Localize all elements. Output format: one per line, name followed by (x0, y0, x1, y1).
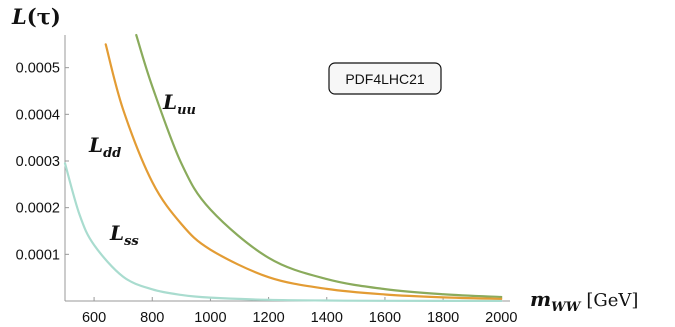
series-line-ldd (104, 43, 503, 300)
x-tick-label: 1800 (427, 310, 459, 326)
y-tick-label: 0.0004 (16, 107, 60, 123)
y-ticks: 0.0001 0.0002 0.0003 0.0004 0.0005 (16, 61, 69, 263)
y-tick-label: 0.0001 (16, 247, 60, 263)
x-axis-title: mWW [GeV] (530, 287, 638, 315)
series-group (63, 33, 503, 303)
x-tick-label: 1400 (311, 310, 343, 326)
x-tick-label: 1600 (369, 310, 401, 326)
series-label-luu: Luu (162, 90, 196, 118)
y-axis-title-main: L (11, 4, 27, 29)
series-label-luu-main: L (162, 90, 177, 114)
y-axis-title: L(τ) (11, 4, 61, 29)
series-label-lss-sub: ss (124, 234, 139, 249)
series-label-lss-main: L (109, 221, 124, 245)
pdf-set-legend-text: PDF4LHC21 (345, 71, 425, 87)
axes (64, 35, 510, 302)
y-tick-label: 0.0002 (16, 201, 60, 217)
y-axis-title-arg: (τ) (27, 4, 61, 29)
y-tick-label: 0.0005 (16, 61, 60, 77)
series-label-ldd-sub: dd (103, 146, 121, 161)
series-line-luu (135, 33, 503, 299)
x-axis-title-sub: WW (551, 300, 582, 315)
x-tick-label: 2000 (485, 310, 517, 326)
y-tick-label: 0.0003 (16, 154, 60, 170)
x-axis-title-unit: [GeV] (586, 290, 638, 311)
x-ticks: 600 800 1000 1200 1400 1600 1800 2000 (82, 297, 517, 326)
x-tick-label: 800 (140, 310, 164, 326)
x-tick-label: 1000 (194, 310, 226, 326)
x-tick-label: 600 (82, 310, 106, 326)
series-label-ldd-main: L (88, 133, 103, 157)
series-label-luu-sub: uu (177, 103, 196, 118)
x-tick-label: 1200 (252, 310, 284, 326)
x-axis-title-var: m (530, 287, 551, 311)
series-label-ldd: Ldd (88, 133, 121, 161)
pdf-set-legend-box (328, 62, 442, 95)
series-line-lss (63, 162, 503, 303)
series-label-lss: Lss (109, 221, 139, 249)
pdf-set-legend: PDF4LHC21 (328, 62, 442, 95)
